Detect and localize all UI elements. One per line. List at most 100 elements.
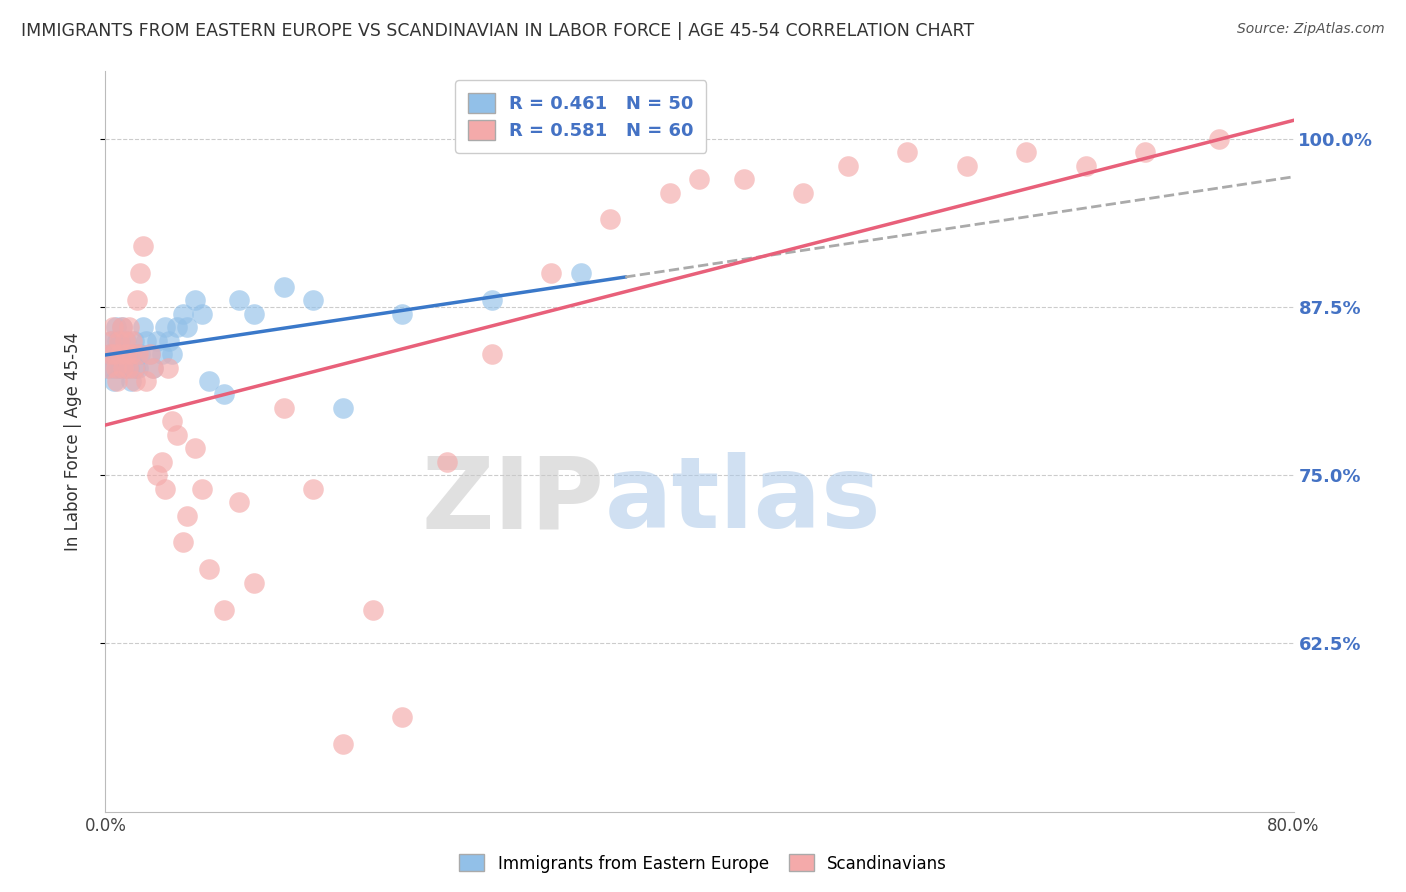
- Point: [166, 320, 188, 334]
- Point: [176, 508, 198, 523]
- Point: [115, 347, 138, 361]
- Point: [172, 535, 194, 549]
- Point: [198, 374, 221, 388]
- Point: [1015, 145, 1038, 160]
- Point: [391, 307, 413, 321]
- Point: [120, 374, 142, 388]
- Point: [122, 334, 145, 348]
- Point: [183, 442, 205, 456]
- Point: [214, 603, 236, 617]
- Point: [112, 347, 135, 361]
- Point: [101, 347, 124, 361]
- Point: [1133, 145, 1156, 160]
- Legend: Immigrants from Eastern Europe, Scandinavians: Immigrants from Eastern Europe, Scandina…: [453, 847, 953, 880]
- Point: [139, 347, 162, 361]
- Point: [104, 347, 127, 361]
- Point: [97, 360, 120, 375]
- Point: [135, 334, 157, 348]
- Point: [127, 360, 149, 375]
- Point: [120, 347, 142, 361]
- Point: [108, 334, 131, 348]
- Point: [183, 293, 205, 308]
- Legend: R = 0.461   N = 50, R = 0.581   N = 60: R = 0.461 N = 50, R = 0.581 N = 60: [456, 80, 706, 153]
- Point: [599, 212, 621, 227]
- Point: [105, 360, 128, 375]
- Point: [228, 495, 250, 509]
- Point: [142, 360, 165, 375]
- Point: [146, 468, 169, 483]
- Point: [146, 334, 169, 348]
- Point: [896, 145, 918, 160]
- Point: [117, 347, 139, 361]
- Point: [97, 360, 120, 375]
- Point: [214, 387, 236, 401]
- Point: [122, 360, 145, 375]
- Point: [105, 374, 128, 388]
- Point: [658, 186, 681, 200]
- Point: [128, 347, 150, 361]
- Point: [481, 293, 503, 308]
- Point: [191, 307, 214, 321]
- Point: [131, 239, 153, 253]
- Point: [131, 320, 153, 334]
- Point: [156, 360, 179, 375]
- Point: [121, 347, 143, 361]
- Point: [100, 334, 122, 348]
- Point: [101, 360, 124, 375]
- Point: [153, 320, 176, 334]
- Point: [135, 374, 157, 388]
- Point: [103, 347, 125, 361]
- Point: [98, 347, 121, 361]
- Point: [101, 320, 124, 334]
- Point: [104, 320, 127, 334]
- Point: [481, 347, 503, 361]
- Text: ZIP: ZIP: [422, 452, 605, 549]
- Point: [110, 360, 132, 375]
- Point: [332, 738, 354, 752]
- Point: [243, 307, 266, 321]
- Point: [139, 347, 162, 361]
- Point: [98, 347, 121, 361]
- Point: [124, 374, 146, 388]
- Point: [1208, 131, 1230, 145]
- Point: [124, 360, 146, 375]
- Point: [302, 293, 325, 308]
- Point: [176, 320, 198, 334]
- Point: [166, 427, 188, 442]
- Point: [172, 307, 194, 321]
- Point: [361, 603, 384, 617]
- Point: [112, 360, 135, 375]
- Point: [115, 334, 138, 348]
- Point: [111, 320, 134, 334]
- Point: [157, 334, 180, 348]
- Point: [162, 414, 184, 428]
- Text: Source: ZipAtlas.com: Source: ZipAtlas.com: [1237, 22, 1385, 37]
- Point: [117, 360, 139, 375]
- Point: [150, 455, 173, 469]
- Point: [228, 293, 250, 308]
- Point: [332, 401, 354, 415]
- Point: [110, 334, 132, 348]
- Point: [569, 266, 592, 280]
- Point: [121, 334, 143, 348]
- Point: [118, 320, 141, 334]
- Y-axis label: In Labor Force | Age 45-54: In Labor Force | Age 45-54: [63, 332, 82, 551]
- Point: [540, 266, 562, 280]
- Point: [110, 347, 132, 361]
- Point: [733, 172, 755, 186]
- Point: [150, 347, 173, 361]
- Point: [198, 562, 221, 576]
- Point: [1074, 159, 1097, 173]
- Point: [114, 334, 136, 348]
- Point: [104, 360, 127, 375]
- Point: [114, 360, 136, 375]
- Point: [127, 347, 149, 361]
- Point: [792, 186, 814, 200]
- Point: [391, 710, 413, 724]
- Point: [302, 482, 325, 496]
- Point: [105, 334, 128, 348]
- Point: [108, 347, 131, 361]
- Point: [100, 334, 122, 348]
- Point: [118, 360, 141, 375]
- Point: [128, 266, 150, 280]
